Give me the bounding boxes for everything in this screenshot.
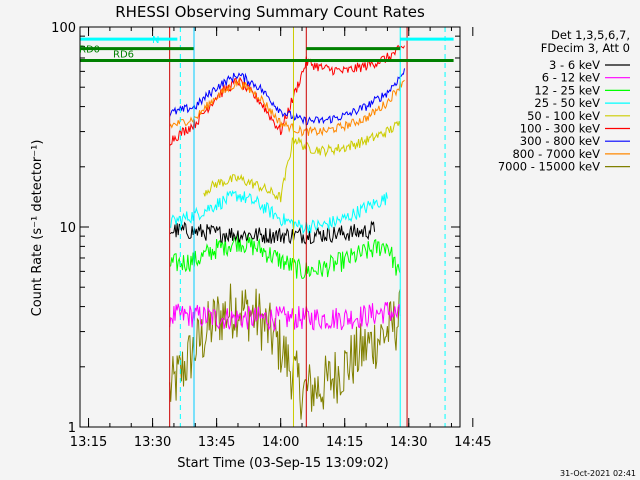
- data-layer: [169, 44, 405, 420]
- footer-timestamp: 31-Oct-2021 02:41: [560, 469, 636, 478]
- flag-label-rd6: RD6: [113, 49, 134, 60]
- y-tick-label: 1: [68, 421, 76, 436]
- axes-layer: 13:15 13:30 13:45 14:00 14:15 14:30 14:45 1 10 10…: [51, 21, 491, 450]
- series-line-7: [169, 77, 405, 137]
- legend-item-label: 800 - 7000 keV: [512, 147, 600, 161]
- series-line-0: [169, 220, 376, 245]
- x-tick-label: 14:15: [326, 435, 363, 450]
- series-line-1: [169, 301, 401, 333]
- series-line-3: [169, 190, 388, 235]
- y-tick-label: 100: [51, 21, 76, 36]
- legend-item-label: 6 - 12 keV: [542, 71, 600, 85]
- flag-label-n: N: [152, 35, 159, 46]
- legend-header-line-1: Det 1,3,5,6,7,: [551, 28, 630, 42]
- plot-frame: [79, 26, 461, 428]
- x-tick-label: 13:30: [134, 435, 171, 450]
- x-tick-label: 13:45: [198, 435, 235, 450]
- series-line-2: [169, 233, 401, 279]
- legend-item-label: 300 - 800 keV: [520, 134, 600, 148]
- legend-item-label: 25 - 50 keV: [534, 96, 600, 110]
- legend-item-label: 12 - 25 keV: [534, 83, 600, 97]
- chart-title: RHESSI Observing Summary Count Rates: [115, 3, 425, 21]
- series-line-6: [169, 68, 405, 126]
- overlay-layer: [80, 27, 454, 427]
- x-tick-label: 14:45: [454, 435, 491, 450]
- legend-header-line-2: FDecim 3, Att 0: [541, 41, 630, 55]
- x-tick-label: 14:00: [262, 435, 299, 450]
- legend-item-label: 100 - 300 keV: [520, 122, 600, 136]
- series-line-5: [169, 44, 405, 146]
- y-axis-label: Count Rate (s⁻¹ detector⁻¹): [30, 140, 45, 317]
- series-line-4: [203, 120, 401, 203]
- legend-item-label: 3 - 6 keV: [549, 58, 600, 72]
- x-tick-label: 13:15: [70, 435, 107, 450]
- legend-item-label: 7000 - 15000 keV: [498, 160, 600, 174]
- y-tick-label: 10: [59, 221, 76, 236]
- flag-label-rd0: RD0: [79, 45, 100, 56]
- series-line-8: [169, 283, 401, 420]
- x-tick-label: 14:30: [390, 435, 427, 450]
- legend-item-label: 50 - 100 keV: [527, 109, 600, 123]
- x-axis-label: Start Time (03-Sep-15 13:09:02): [177, 456, 388, 471]
